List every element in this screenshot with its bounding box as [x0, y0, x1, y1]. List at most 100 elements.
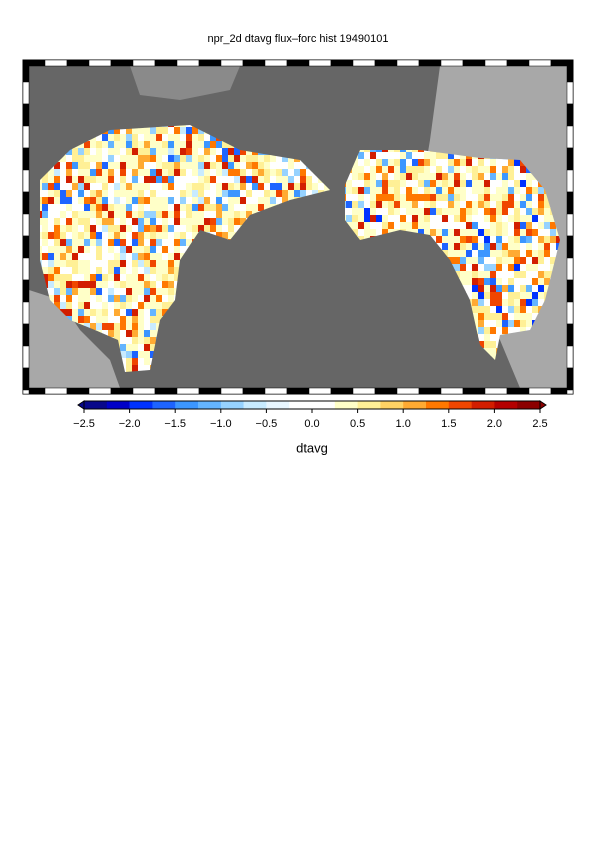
data-cell — [144, 225, 151, 233]
data-cell — [114, 323, 121, 331]
data-cell — [508, 166, 515, 174]
data-cell — [186, 127, 193, 135]
data-cell — [376, 215, 383, 223]
data-cell — [96, 211, 103, 219]
data-cell — [198, 190, 205, 198]
frame-segment — [396, 387, 420, 395]
data-cell — [460, 250, 467, 258]
data-cell — [508, 285, 515, 293]
frame-segment — [242, 59, 266, 67]
data-cell — [156, 267, 163, 275]
data-cell — [538, 201, 545, 209]
data-cell — [120, 127, 127, 135]
frame-segment — [22, 235, 30, 259]
data-cell — [108, 267, 115, 275]
data-cell — [78, 190, 85, 198]
data-cell — [126, 365, 133, 372]
data-cell — [180, 218, 187, 226]
data-cell — [270, 169, 277, 177]
data-cell — [102, 246, 109, 254]
data-cell — [352, 187, 359, 195]
data-cell — [228, 204, 235, 212]
data-cell — [364, 229, 371, 237]
data-cell — [520, 229, 527, 237]
data-cell — [484, 250, 491, 258]
data-cell — [114, 169, 121, 177]
data-cell — [126, 288, 133, 296]
data-cell — [150, 232, 157, 240]
data-cell — [78, 267, 85, 275]
data-cell — [102, 281, 109, 289]
data-cell — [186, 183, 193, 191]
data-cell — [138, 190, 145, 198]
data-cell — [186, 211, 193, 219]
frame-segment — [352, 387, 376, 395]
data-cell — [448, 201, 455, 209]
data-cell — [490, 306, 497, 314]
data-cell — [496, 159, 503, 167]
data-cell — [120, 267, 127, 275]
data-cell — [394, 222, 401, 230]
data-cell — [442, 166, 449, 174]
data-cell — [490, 299, 497, 307]
data-cell — [192, 218, 199, 226]
data-cell — [162, 274, 169, 282]
data-cell — [60, 183, 67, 191]
data-cell — [54, 218, 61, 226]
data-cell — [84, 225, 91, 233]
data-cell — [96, 239, 103, 247]
data-cell — [150, 274, 157, 282]
data-cell — [430, 222, 437, 230]
data-cell — [132, 155, 139, 163]
data-cell — [472, 180, 479, 188]
data-cell — [466, 285, 473, 293]
data-cell — [222, 155, 229, 163]
data-cell — [406, 222, 413, 230]
colorbar-tick-label: −1.5 — [164, 418, 186, 430]
data-cell — [60, 211, 67, 219]
data-cell — [460, 215, 467, 223]
data-cell — [48, 253, 55, 261]
data-cell — [490, 278, 497, 286]
data-cell — [520, 243, 527, 251]
data-cell — [520, 180, 527, 188]
data-cell — [550, 222, 557, 230]
colorbar-swatch — [220, 401, 244, 409]
data-cell — [300, 169, 307, 177]
data-cell — [96, 225, 103, 233]
data-cell — [168, 197, 175, 205]
data-cell — [370, 159, 377, 167]
data-cell — [382, 229, 389, 237]
data-cell — [466, 236, 473, 244]
data-cell — [174, 148, 181, 156]
data-cell — [120, 316, 127, 324]
data-cell — [526, 299, 533, 307]
data-cell — [502, 271, 509, 279]
data-cell — [346, 180, 353, 188]
data-cell — [508, 187, 515, 195]
data-cell — [132, 274, 139, 282]
data-cell — [466, 243, 473, 251]
data-cell — [42, 246, 49, 254]
data-cell — [72, 281, 79, 289]
data-cell — [246, 190, 253, 198]
frame-segment — [44, 387, 68, 395]
data-cell — [144, 281, 151, 289]
data-cell — [406, 194, 413, 202]
data-cell — [400, 159, 407, 167]
data-cell — [270, 155, 277, 163]
data-cell — [144, 176, 151, 184]
data-cell — [370, 180, 377, 188]
colorbar: −2.5 −2.0 −1.5 −1.0 −0.5 0.0 0.5 1.0 1.5 2.0 2.5 — [73, 400, 548, 430]
data-cell — [424, 208, 431, 216]
data-cell — [90, 260, 97, 268]
data-cell — [496, 320, 503, 328]
frame-segment — [198, 59, 222, 67]
frame-segment — [22, 81, 30, 105]
data-cell — [424, 150, 431, 153]
data-cell — [514, 292, 521, 300]
data-cell — [66, 169, 73, 177]
data-cell — [108, 134, 115, 142]
data-cell — [376, 150, 383, 153]
data-cell — [508, 306, 515, 314]
